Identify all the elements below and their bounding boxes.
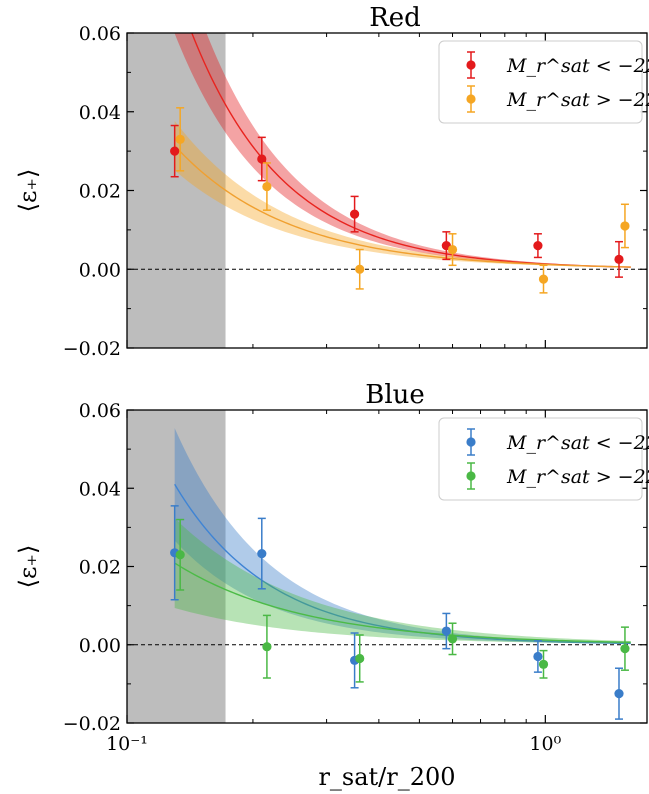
y-tick-label: 0.02 — [79, 557, 121, 579]
excluded-region — [127, 33, 226, 348]
model-band-bright — [174, 33, 631, 268]
y-tick-label: −0.02 — [63, 338, 121, 360]
data-point — [262, 614, 272, 679]
blue-panel: −0.02 0.00 0.02 0.04 0.06 10⁻¹ 10⁰ Blue ⟨ε₊⟩ r_sa… — [14, 380, 649, 791]
marker — [262, 181, 272, 192]
excluded-region — [127, 410, 226, 723]
legend: M_r^sat < −22 M_r^sat > −22 — [438, 40, 649, 124]
legend-label: M_r^sat > −22 — [506, 89, 649, 111]
marker — [620, 644, 630, 654]
marker — [614, 689, 624, 699]
marker — [533, 241, 543, 251]
model-band-faint — [174, 518, 631, 644]
marker — [262, 642, 272, 652]
legend-entry: M_r^sat > −22 — [466, 462, 649, 490]
data-point — [257, 136, 267, 182]
y-tick-label: 0.04 — [79, 478, 121, 500]
y-tick-label: 0.00 — [79, 635, 121, 657]
data-point — [170, 124, 180, 178]
panel-title: Blue — [365, 380, 425, 410]
marker — [257, 154, 267, 164]
legend-marker — [466, 94, 476, 104]
data-point — [355, 634, 365, 683]
marker — [175, 134, 185, 144]
marker — [447, 634, 458, 644]
y-tick-label: 0.02 — [79, 181, 121, 203]
data-point — [538, 264, 549, 294]
y-axis-label: ⟨ε₊⟩ — [14, 169, 42, 213]
data-point — [355, 248, 365, 290]
data-point — [447, 233, 458, 267]
marker — [447, 244, 458, 255]
legend-marker — [466, 471, 476, 481]
data-point — [614, 667, 624, 720]
data-point — [175, 518, 185, 591]
marker — [533, 651, 543, 662]
marker — [355, 264, 365, 274]
y-tick-label: 0.06 — [79, 400, 121, 422]
legend-label: M_r^sat > −22 — [506, 466, 649, 488]
model-curve-bright — [191, 33, 631, 268]
marker — [620, 221, 630, 231]
data-point — [620, 626, 630, 671]
marker — [355, 653, 365, 664]
marker — [175, 550, 185, 560]
legend-label: M_r^sat < −22 — [506, 55, 649, 77]
model-band-faint — [174, 120, 631, 268]
legend: M_r^sat < −22 M_r^sat > −22 — [438, 417, 649, 501]
marker — [614, 254, 624, 265]
marker — [257, 548, 267, 559]
data-point — [262, 162, 272, 211]
data-point — [175, 107, 185, 172]
legend-entry: M_r^sat > −22 — [466, 85, 649, 113]
x-tick-label: 10⁰ — [529, 733, 561, 755]
model-curve-faint — [174, 562, 631, 644]
plot-area — [127, 410, 631, 723]
model-band-bright — [174, 428, 631, 644]
legend-entry: M_r^sat < −22 — [466, 428, 649, 456]
red-panel: −0.02 0.00 0.02 0.04 0.06 Red ⟨ε₊⟩ M_r^sat < −2… — [14, 3, 649, 360]
data-point — [533, 640, 543, 673]
panel-title: Red — [369, 3, 421, 33]
x-axis-label: r_sat/r_200 — [318, 763, 455, 791]
data-point — [538, 649, 549, 679]
legend-box — [438, 417, 643, 501]
marker — [538, 274, 549, 284]
legend-label: M_r^sat < −22 — [506, 432, 649, 454]
plot-area — [127, 33, 631, 348]
y-axis-label: ⟨ε₊⟩ — [14, 545, 42, 589]
data-point — [447, 622, 458, 656]
y-tick-label: 0.06 — [79, 23, 121, 45]
marker — [441, 626, 451, 636]
x-tick-label: 10⁻¹ — [106, 733, 148, 755]
legend-entry: M_r^sat < −22 — [466, 51, 649, 79]
marker — [349, 209, 360, 219]
legend-marker — [466, 60, 476, 70]
marker — [538, 659, 549, 669]
data-point — [257, 517, 267, 590]
legend-marker — [466, 437, 476, 447]
y-tick-label: 0.00 — [79, 259, 121, 281]
data-point — [620, 203, 630, 249]
data-point — [349, 632, 360, 689]
data-point — [441, 612, 451, 650]
legend-box — [438, 40, 643, 124]
data-point — [614, 240, 624, 278]
marker — [170, 146, 180, 156]
data-point — [349, 195, 360, 233]
data-point — [533, 233, 543, 259]
y-tick-label: −0.02 — [63, 713, 121, 735]
y-tick-label: 0.04 — [79, 102, 121, 124]
model-curve-faint — [174, 145, 631, 268]
